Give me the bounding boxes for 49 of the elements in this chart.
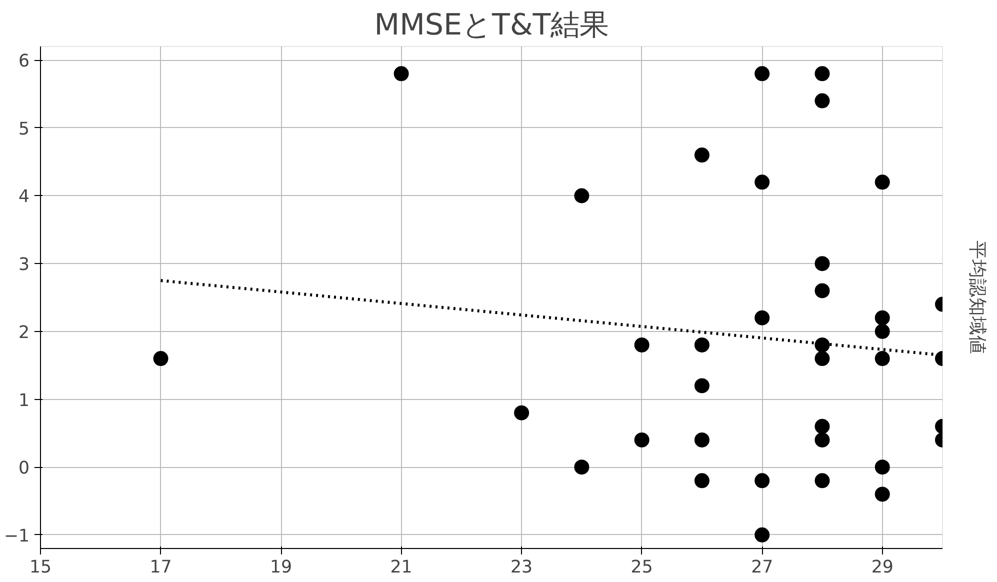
point (874, 460, 890, 475)
y-tick-label: 3 (18, 255, 30, 276)
point (814, 256, 830, 272)
point (694, 473, 710, 488)
point (814, 283, 830, 298)
point (754, 174, 770, 190)
point (814, 351, 830, 366)
point (814, 432, 830, 448)
chart-title: MMSEとT&T結果 (374, 8, 609, 42)
point (754, 310, 770, 326)
x-tick-label: 23 (510, 558, 533, 578)
y-tick-label: 4 (18, 187, 30, 208)
point (874, 351, 890, 366)
point (874, 174, 890, 190)
point (874, 310, 890, 326)
y-tick-label: 2 (18, 322, 30, 343)
point (634, 432, 650, 448)
point (694, 148, 710, 163)
point (754, 473, 770, 488)
x-tick-label: 27 (751, 558, 774, 578)
point (574, 188, 590, 204)
point (694, 338, 710, 352)
point (694, 378, 710, 394)
point (634, 338, 650, 352)
point (574, 460, 590, 475)
x-tick-label: 29 (871, 558, 894, 578)
y-tick-label: 1 (18, 390, 30, 411)
point (754, 527, 770, 542)
y-tick-label: 5 (18, 119, 30, 140)
x-tick-label: 25 (630, 558, 653, 578)
point (754, 66, 770, 82)
x-tick-label: 15 (29, 558, 52, 578)
point (694, 432, 710, 448)
y-tick-label: 6 (18, 52, 30, 72)
x-tick-label: 17 (150, 558, 172, 578)
point (814, 418, 830, 434)
y-tick-label: 0 (18, 458, 30, 479)
point (814, 66, 830, 82)
point (814, 473, 830, 488)
point (874, 486, 890, 502)
point (153, 351, 168, 366)
y-tick-label: −1 (4, 526, 30, 546)
point (814, 93, 830, 108)
x-tick-label: 19 (270, 558, 292, 578)
point (514, 405, 530, 420)
point (874, 324, 890, 339)
point (394, 66, 409, 82)
y-axis-title: 平均認知域値 (966, 240, 988, 354)
x-tick-label: 21 (390, 558, 412, 578)
